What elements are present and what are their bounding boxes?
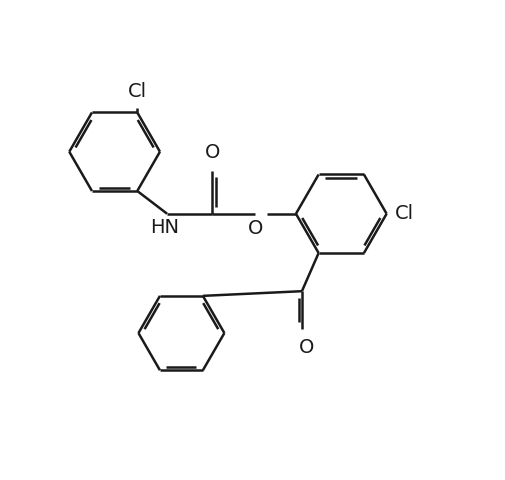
Text: HN: HN <box>150 217 179 237</box>
Text: O: O <box>205 143 220 162</box>
Text: Cl: Cl <box>127 82 146 100</box>
Text: O: O <box>247 219 263 239</box>
Text: Cl: Cl <box>394 204 414 223</box>
Text: O: O <box>298 338 314 357</box>
